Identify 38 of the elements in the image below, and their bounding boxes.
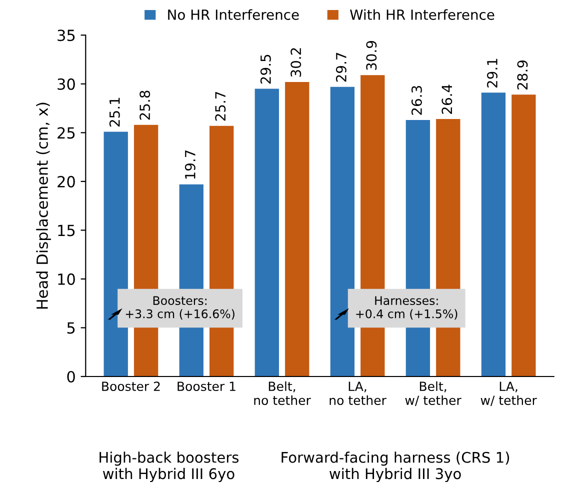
data-label: 29.7 (336, 52, 346, 82)
x-tick-label: Booster 2 (102, 382, 160, 392)
y-tick-label: 35 (58, 30, 75, 42)
data-label: 26.4 (442, 84, 452, 114)
data-label: 29.1 (486, 58, 498, 88)
bar (285, 82, 310, 376)
y-axis-title: Head Displacement (cm, x) (36, 102, 51, 309)
x-tick-label: Belt, no tether (254, 381, 311, 406)
data-label: 30.2 (290, 48, 302, 77)
data-label: 30.9 (366, 41, 377, 70)
y-tick-label: 20 (58, 176, 75, 188)
bar (254, 88, 279, 376)
data-label: 28.9 (517, 60, 528, 90)
y-tick-label: 25 (58, 127, 75, 139)
x-tick-label: Booster 1 (178, 382, 236, 392)
data-label: 25.1 (109, 98, 120, 127)
text: Forward-facing harness (CRS 1) with Hybrid III 3yo (282, 452, 510, 482)
legend-label: No HR Interference (168, 9, 299, 20)
y-tick-label: 5 (67, 322, 75, 334)
y-tick-label: 30 (58, 78, 75, 90)
data-label: 26.3 (411, 86, 422, 115)
data-label: 25.7 (215, 92, 226, 121)
y-tick-label: 0 (67, 370, 75, 383)
legend-label: With HR Interference (350, 9, 494, 20)
x-tick-label: LA, no tether (330, 382, 386, 406)
x-tick-label: Belt, w/ tether (405, 381, 462, 406)
text: High-back boosters with Hybrid III 6yo (100, 452, 239, 482)
data-label: 25.8 (140, 90, 150, 120)
annotation: Harnesses: +0.4 cm (+1.5%) (356, 296, 458, 320)
bar (512, 94, 536, 376)
x-tick-label: LA, w/ tether (480, 382, 537, 406)
data-label: 29.5 (260, 54, 271, 84)
y-tick-label: 15 (58, 224, 75, 236)
bar (481, 92, 506, 376)
y-tick-label: 10 (58, 273, 75, 285)
bar (330, 86, 354, 376)
data-label: 19.7 (184, 150, 196, 179)
annotation: Boosters: +3.3 cm (+16.6%) (126, 296, 234, 320)
